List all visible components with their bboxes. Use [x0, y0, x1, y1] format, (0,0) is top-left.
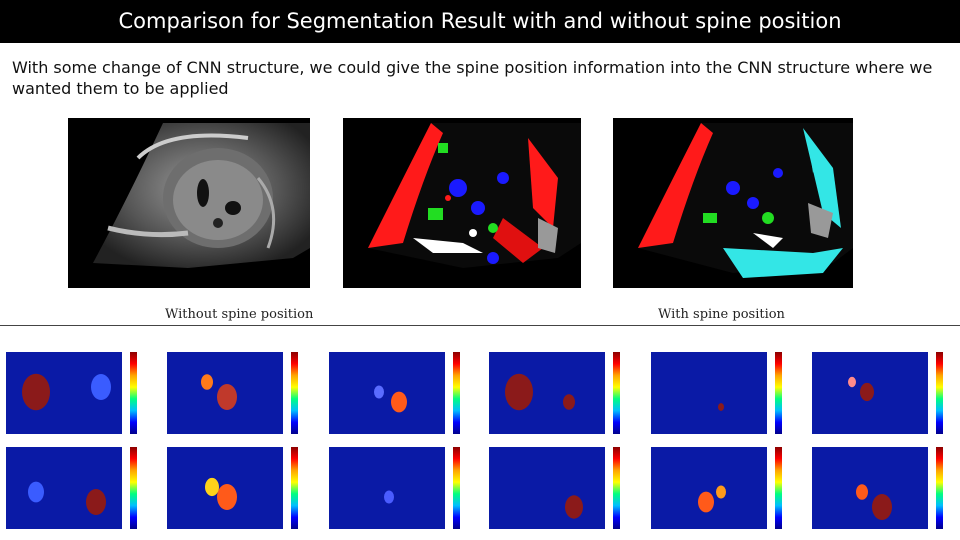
- heatmap-thumbnail: [6, 445, 154, 535]
- heatmap-image: [329, 447, 445, 529]
- slide-title: Comparison for Segmentation Result with …: [0, 0, 960, 43]
- heatmap-thumbnail: [489, 445, 637, 535]
- heatmap-image: [6, 352, 122, 434]
- heatmap-thumbnail: [651, 350, 799, 440]
- caption-with-spine: With spine position: [658, 307, 785, 322]
- heatmap-thumbnail: [489, 350, 637, 440]
- colorbar: [453, 447, 460, 529]
- heatmap-thumbnail: [167, 445, 315, 535]
- heatmap-image: [489, 447, 605, 529]
- heatmap-thumbnail: [812, 445, 960, 535]
- segmentation-without-spine: [343, 118, 581, 288]
- colorbar: [936, 447, 943, 529]
- heatmap-image: [812, 447, 928, 529]
- heatmap-image: [167, 352, 283, 434]
- colorbar: [453, 352, 460, 434]
- heatmap-image: [651, 447, 767, 529]
- colorbar: [936, 352, 943, 434]
- colorbar: [291, 447, 298, 529]
- colorbar: [130, 352, 137, 434]
- section-divider: [0, 325, 960, 326]
- colorbar: [775, 352, 782, 434]
- colorbar: [613, 447, 620, 529]
- heatmap-thumbnail: [6, 350, 154, 440]
- colorbar: [613, 352, 620, 434]
- colorbar: [775, 447, 782, 529]
- heatmap-thumbnail: [329, 445, 477, 535]
- heatmap-image: [167, 447, 283, 529]
- heatmap-image: [489, 352, 605, 434]
- caption-without-spine: Without spine position: [165, 307, 314, 322]
- heatmap-image: [812, 352, 928, 434]
- ultrasound-image: [68, 118, 310, 288]
- colorbar: [130, 447, 137, 529]
- heatmap-thumbnail: [651, 445, 799, 535]
- heatmap-thumbnail: [812, 350, 960, 440]
- heatmap-thumbnail: [329, 350, 477, 440]
- heatmap-thumbnail: [167, 350, 315, 440]
- slide-body-text: With some change of CNN structure, we co…: [12, 58, 933, 98]
- heatmap-image: [6, 447, 122, 529]
- heatmap-image: [651, 352, 767, 434]
- colorbar: [291, 352, 298, 434]
- segmentation-with-spine: [613, 118, 853, 288]
- heatmap-image: [329, 352, 445, 434]
